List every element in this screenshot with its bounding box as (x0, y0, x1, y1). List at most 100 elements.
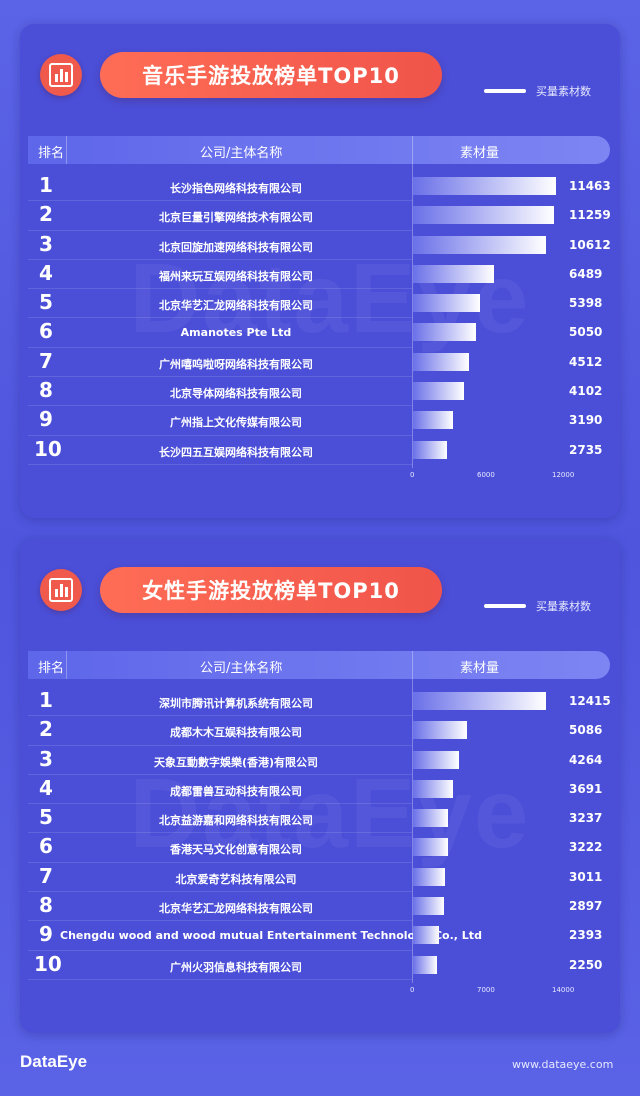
row-divider (28, 376, 412, 378)
table-row: 7 北京爱奇艺科技有限公司 3011 (20, 863, 620, 893)
legend-label: 买量素材数 (536, 85, 591, 98)
axis-line (412, 651, 413, 983)
company-name: Chengdu wood and wood mutual Entertainme… (60, 929, 482, 943)
value-label: 2250 (569, 957, 603, 972)
bar (413, 721, 468, 740)
header-rank: 排名 (38, 146, 65, 161)
row-divider (28, 405, 412, 407)
x-tick-label: 0 (410, 471, 415, 479)
bar (413, 779, 453, 798)
bar (413, 897, 445, 916)
value-label: 5086 (569, 723, 603, 738)
row-divider (28, 229, 412, 231)
company-name: 长沙四五互娱网络科技有限公司 (159, 445, 313, 459)
rank-number: 9 (39, 922, 53, 947)
row-divider (28, 744, 412, 746)
row-divider (28, 258, 412, 260)
row-divider (28, 434, 412, 436)
company-name: 香港天马文化创意有限公司 (170, 843, 302, 857)
company-name: 北京导体网络科技有限公司 (170, 387, 302, 401)
row-divider (28, 346, 412, 348)
value-label: 2393 (569, 928, 603, 943)
legend-swatch (484, 89, 526, 93)
chart-title: 女性手游投放榜单TOP10 (100, 567, 442, 613)
x-tick-label: 0 (410, 986, 415, 994)
value-label: 5050 (569, 325, 603, 340)
company-name: 北京爱奇艺科技有限公司 (175, 872, 297, 886)
table-row: 8 北京华艺汇龙网络科技有限公司 2897 (20, 892, 620, 922)
rank-number: 7 (39, 863, 53, 888)
header-company: 公司/主体名称 (200, 661, 283, 676)
value-label: 3237 (569, 811, 603, 826)
legend-swatch (484, 604, 526, 608)
bar (413, 750, 459, 769)
bar (413, 955, 438, 974)
row-divider (28, 861, 412, 863)
company-name: 北京巨量引擎网络技术有限公司 (159, 211, 313, 225)
bar (413, 264, 495, 283)
company-name: 北京华艺汇龙网络科技有限公司 (159, 902, 313, 916)
rank-number: 8 (39, 378, 53, 403)
row-divider (28, 949, 412, 951)
table-row: 7 广州嘻呜啦呀网络科技有限公司 4512 (20, 348, 620, 378)
bar (413, 440, 448, 459)
table-row: 5 北京华艺汇龙网络科技有限公司 5398 (20, 289, 620, 319)
value-label: 3222 (569, 840, 603, 855)
value-label: 11463 (569, 179, 611, 193)
company-name: 成都雷兽互动科技有限公司 (170, 784, 302, 798)
legend: 买量素材数 (484, 598, 591, 614)
bar (413, 867, 446, 886)
bar-chart-icon (40, 54, 82, 96)
row-divider (28, 920, 412, 922)
header-materials: 素材量 (460, 146, 500, 161)
company-name: 北京华艺汇龙网络科技有限公司 (159, 299, 313, 313)
value-label: 4512 (569, 354, 603, 369)
x-tick-label: 12000 (552, 471, 575, 479)
rank-number: 10 (34, 436, 62, 461)
rank-number: 2 (39, 717, 53, 742)
row-divider (28, 891, 412, 893)
row-divider (28, 200, 412, 202)
bar (413, 382, 465, 401)
table-row: 4 成都雷兽互动科技有限公司 3691 (20, 775, 620, 805)
company-name: Amanotes Pte Ltd (180, 326, 292, 340)
footer-url[interactable]: www.dataeye.com (512, 1058, 614, 1071)
bar (413, 177, 557, 195)
table-row: 1 深圳市腾讯计算机系统有限公司 12415 (20, 687, 620, 717)
rank-number: 2 (39, 202, 53, 227)
row-divider (28, 803, 412, 805)
value-label: 5398 (569, 296, 603, 311)
legend-label: 买量素材数 (536, 600, 591, 613)
bar-chart-icon (40, 569, 82, 611)
table-row: 6 Amanotes Pte Ltd 5050 (20, 318, 620, 348)
ranking-rows: 1 深圳市腾讯计算机系统有限公司 12415 2 成都木木互娱科技有限公司 5086 3 天象… (20, 687, 620, 980)
bar (413, 692, 547, 710)
bar (413, 809, 448, 828)
row-divider (28, 288, 412, 290)
table-row: 1 长沙指色网络科技有限公司 11463 (20, 172, 620, 202)
table-row: 4 福州来玩互娱网络科技有限公司 6489 (20, 260, 620, 290)
header-divider (66, 136, 67, 164)
company-name: 广州嘻呜啦呀网络科技有限公司 (159, 357, 313, 371)
bar (413, 206, 554, 225)
bar (413, 838, 448, 857)
value-label: 10612 (569, 237, 611, 252)
value-label: 3190 (569, 413, 603, 428)
legend: 买量素材数 (484, 83, 591, 99)
table-row: 2 北京巨量引擎网络技术有限公司 11259 (20, 201, 620, 231)
table-row: 5 北京益游嘉和网络科技有限公司 3237 (20, 804, 620, 834)
company-name: 天象互動數字娛樂(香港)有限公司 (153, 755, 319, 769)
row-divider (28, 463, 412, 465)
table-row: 9 Chengdu wood and wood mutual Entertainm… (20, 921, 620, 951)
value-label: 11259 (569, 208, 611, 223)
header-rank: 排名 (38, 661, 65, 676)
company-name: 成都木木互娱科技有限公司 (170, 726, 302, 740)
x-tick-label: 14000 (552, 986, 575, 994)
company-name: 北京回旋加速网络科技有限公司 (159, 240, 313, 254)
header-materials: 素材量 (460, 661, 500, 676)
rank-number: 1 (39, 688, 53, 712)
rank-number: 3 (39, 231, 53, 256)
value-label: 2897 (569, 899, 603, 914)
company-name: 长沙指色网络科技有限公司 (170, 182, 302, 195)
table-header: 排名 公司/主体名称 素材量 (28, 651, 610, 679)
